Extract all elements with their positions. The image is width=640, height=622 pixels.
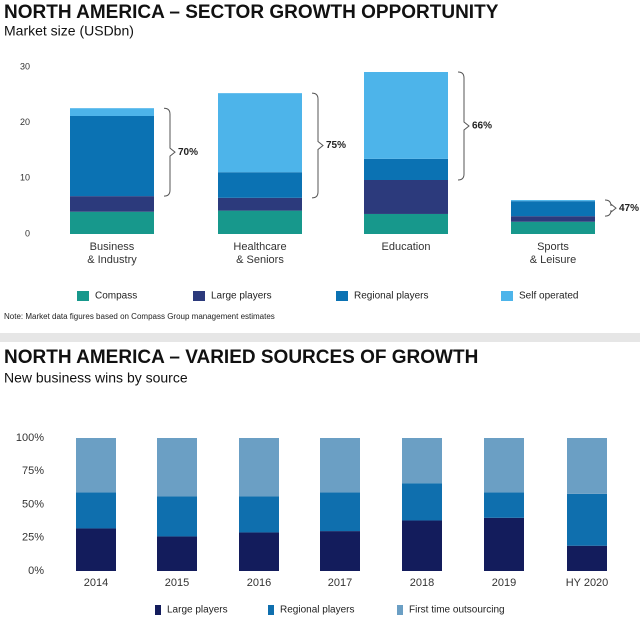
bar-segment <box>511 201 595 217</box>
x-tick-label: 2016 <box>247 577 271 589</box>
bar-segment <box>70 211 154 234</box>
note: Note: Market data figures based on Compa… <box>4 312 275 321</box>
bar-segment <box>239 496 279 533</box>
bar-segment <box>511 221 595 234</box>
bar-segment <box>70 108 154 116</box>
chart-title: NORTH AMERICA – SECTOR GROWTH OPPORTUNIT… <box>4 2 499 23</box>
bar-segment <box>484 517 524 571</box>
bar-segment <box>364 180 448 214</box>
x-tick-label: Sports & Leisure <box>530 241 576 266</box>
legend-label: Compass <box>95 291 137 302</box>
y-tick-label: 0% <box>28 565 44 577</box>
bar-segment <box>511 200 595 202</box>
bar-segment <box>70 196 154 212</box>
bar-segment <box>70 115 154 197</box>
x-tick-label: 2018 <box>410 577 434 589</box>
bar-segment <box>157 536 197 571</box>
legend-swatch <box>193 291 205 301</box>
bar-segment <box>239 438 279 497</box>
bar-segment <box>402 483 442 521</box>
chart-subtitle: New business wins by source <box>4 370 188 386</box>
bracket <box>457 71 470 181</box>
annotation: 66% <box>472 121 492 132</box>
x-tick-label: 2017 <box>328 577 352 589</box>
bar-segment <box>567 545 607 571</box>
legend-label: Regional players <box>354 291 429 302</box>
chart-title: NORTH AMERICA – VARIED SOURCES OF GROWTH <box>4 347 478 368</box>
legend-swatch <box>77 291 89 301</box>
x-tick-label: Business & Industry <box>87 241 137 266</box>
bar-segment <box>364 158 448 181</box>
y-tick-label: 0 <box>25 228 30 238</box>
bar-segment <box>76 438 116 493</box>
bar-segment <box>76 492 116 529</box>
y-tick-label: 75% <box>22 465 44 477</box>
x-tick-label: 2019 <box>492 577 516 589</box>
bar-segment <box>320 531 360 571</box>
bar-segment <box>402 520 442 571</box>
x-tick-label: Healthcare & Seniors <box>233 241 286 266</box>
chart-subtitle: Market size (USDbn) <box>4 23 134 39</box>
x-tick-label: Education <box>382 241 431 253</box>
annotation: 47% <box>619 203 639 214</box>
bar-segment <box>218 197 302 211</box>
bar-segment <box>218 210 302 234</box>
y-tick-label: 10 <box>20 173 30 183</box>
bar-segment <box>218 172 302 198</box>
legend-swatch <box>268 605 274 615</box>
x-tick-label: 2015 <box>165 577 189 589</box>
legend-swatch <box>336 291 348 301</box>
legend-swatch <box>397 605 403 615</box>
y-tick-label: 25% <box>22 532 44 544</box>
y-tick-label: 20 <box>20 117 30 127</box>
y-tick-label: 50% <box>22 498 44 510</box>
separator <box>0 333 640 342</box>
y-tick-label: 30 <box>20 61 30 71</box>
bar-segment <box>218 93 302 173</box>
bar-segment <box>320 492 360 532</box>
bar-segment <box>364 72 448 159</box>
annotation: 75% <box>326 140 346 151</box>
legend-label: Self operated <box>519 291 579 302</box>
legend-label: First time outsourcing <box>409 605 505 616</box>
annotation: 70% <box>178 147 198 158</box>
bar-segment <box>484 438 524 493</box>
bar-segment <box>567 493 607 546</box>
bar-segment <box>320 438 360 493</box>
legend-swatch <box>501 291 513 301</box>
legend-label: Large players <box>211 291 272 302</box>
bar-segment <box>239 532 279 571</box>
bracket <box>311 92 324 199</box>
bar-segment <box>76 528 116 571</box>
bar-segment <box>567 438 607 494</box>
legend-label: Large players <box>167 605 228 616</box>
x-tick-label: HY 2020 <box>566 577 609 589</box>
bar-segment <box>364 213 448 234</box>
y-tick-label: 100% <box>16 432 44 444</box>
bar-segment <box>157 496 197 537</box>
bracket <box>604 199 617 217</box>
x-tick-label: 2014 <box>84 577 108 589</box>
bar-segment <box>484 492 524 518</box>
bracket <box>163 107 176 197</box>
bar-segment <box>402 438 442 484</box>
bar-segment <box>157 438 197 497</box>
bar-segment <box>511 216 595 222</box>
legend-swatch <box>155 605 161 615</box>
legend-label: Regional players <box>280 605 355 616</box>
